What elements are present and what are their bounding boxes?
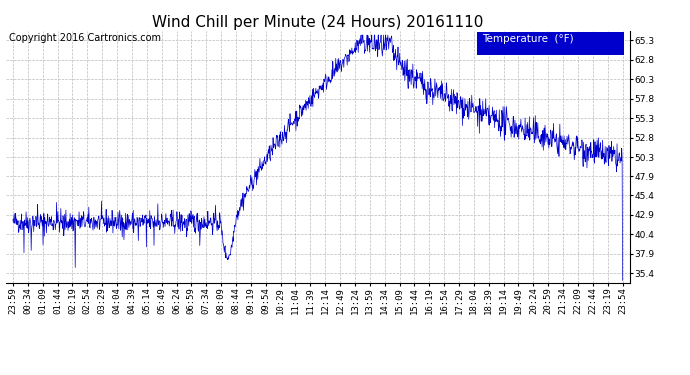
Bar	[477, 32, 624, 55]
Text: Copyright 2016 Cartronics.com: Copyright 2016 Cartronics.com	[9, 33, 161, 43]
Text: Temperature  (°F): Temperature (°F)	[482, 34, 573, 44]
Title: Wind Chill per Minute (24 Hours) 20161110: Wind Chill per Minute (24 Hours) 2016111…	[152, 15, 484, 30]
